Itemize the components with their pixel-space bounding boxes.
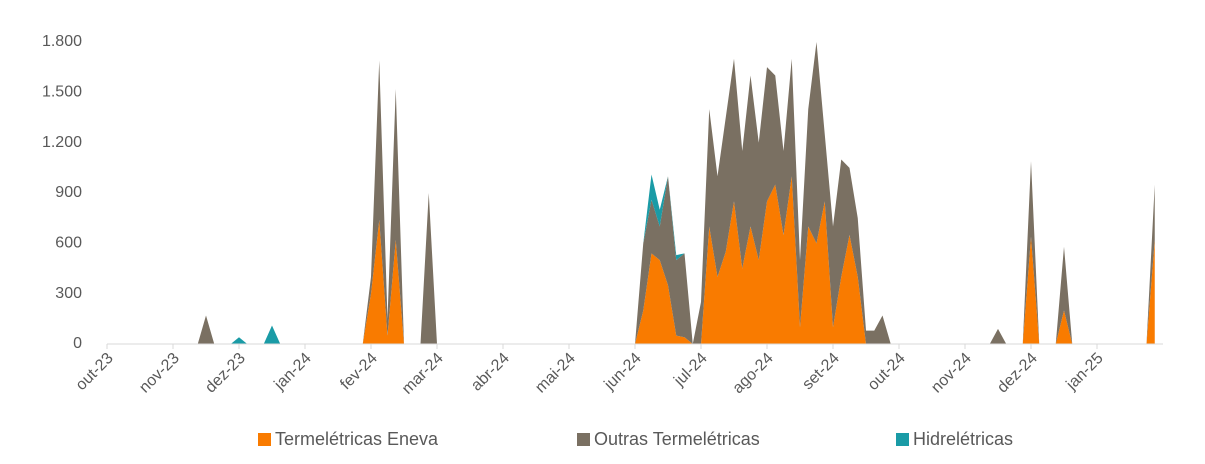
x-tick-label: set-24 xyxy=(799,350,843,394)
x-tick-label: dez-23 xyxy=(202,350,249,397)
x-tick-label: jun-24 xyxy=(601,350,645,394)
x-tick-label: out-24 xyxy=(865,350,909,394)
legend-swatch xyxy=(258,433,271,446)
y-tick-label: 300 xyxy=(55,285,82,302)
y-tick-label: 1.800 xyxy=(42,33,82,50)
x-tick-label: jan-25 xyxy=(1063,350,1107,394)
x-tick-label: jan-24 xyxy=(271,350,315,394)
x-tick-label: dez-24 xyxy=(994,350,1041,397)
legend-label: Outras Termelétricas xyxy=(594,429,760,449)
x-tick-label: mai-24 xyxy=(532,350,579,397)
area xyxy=(107,42,1155,344)
y-tick-label: 600 xyxy=(55,235,82,252)
x-tick-label: out-23 xyxy=(73,350,117,394)
x-tick-label: mar-24 xyxy=(399,350,447,398)
x-tick-label: ago-24 xyxy=(730,350,777,397)
x-tick-label: fev-24 xyxy=(337,350,381,394)
legend-label: Hidrelétricas xyxy=(913,429,1013,449)
y-tick-label: 1.200 xyxy=(42,134,82,151)
x-tick-label: nov-23 xyxy=(136,350,183,397)
x-tick-label: jul-24 xyxy=(670,350,710,390)
x-tick-label: nov-24 xyxy=(928,350,975,397)
legend-swatch xyxy=(577,433,590,446)
y-tick-label: 0 xyxy=(73,335,82,352)
y-tick-label: 900 xyxy=(55,184,82,201)
legend-label: Termelétricas Eneva xyxy=(275,429,439,449)
area xyxy=(107,42,1155,344)
legend-swatch xyxy=(896,433,909,446)
y-tick-label: 1.500 xyxy=(42,84,82,101)
x-tick-label: abr-24 xyxy=(468,350,513,395)
area xyxy=(107,176,1155,344)
